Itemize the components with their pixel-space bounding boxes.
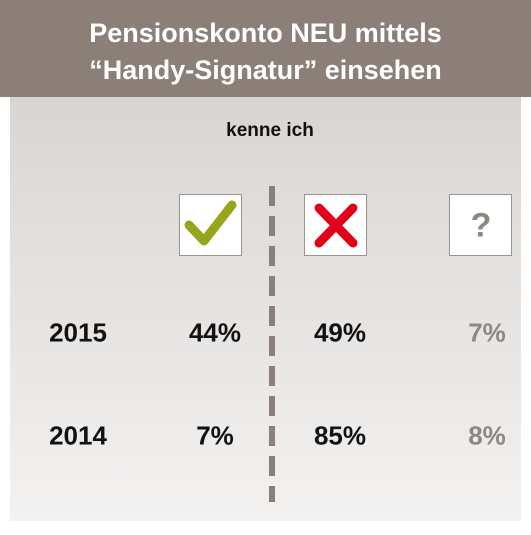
value: 49%: [313, 317, 367, 348]
panel: [10, 97, 521, 521]
year: 2015: [49, 317, 107, 348]
value: 85%: [313, 420, 367, 451]
check-box: [179, 194, 242, 256]
cross-icon: [314, 203, 358, 248]
header: Pensionskonto NEU mittels “Handy-Signatu…: [0, 0, 531, 97]
unknown-label: ?: [470, 206, 492, 245]
unknown-box: ?: [449, 194, 512, 256]
value: 44%: [188, 317, 242, 348]
check-icon: [184, 200, 237, 246]
value: 7%: [196, 420, 234, 451]
year: 2014: [49, 420, 107, 451]
value: 7%: [468, 317, 506, 348]
subtitle: kenne ich: [226, 120, 314, 141]
cross-box: [304, 194, 367, 256]
value: 8%: [468, 420, 506, 451]
title-line: Pensionskonto NEU mittels: [89, 18, 442, 48]
title-line: “Handy-Signatur” einsehen: [89, 55, 442, 85]
